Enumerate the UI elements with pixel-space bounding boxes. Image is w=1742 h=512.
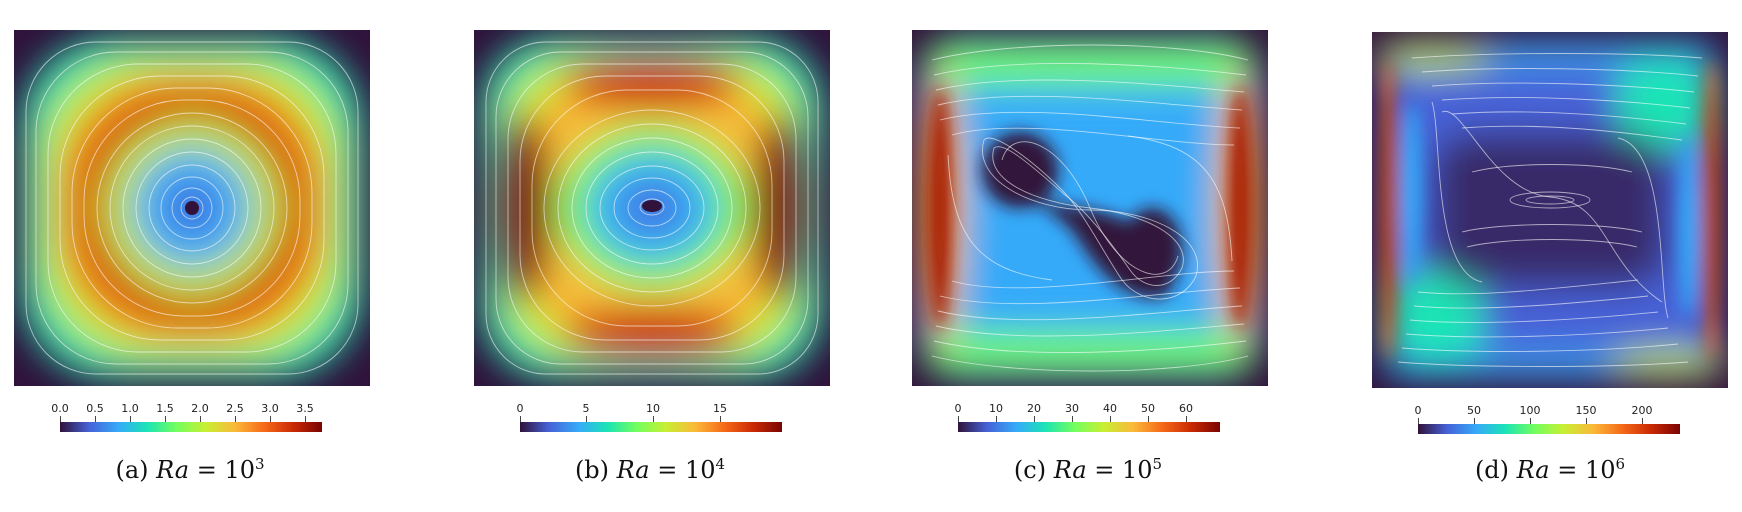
colorbar-tick-label: 50 <box>1141 402 1155 415</box>
caption-variable: Ra <box>1053 456 1087 484</box>
colorbar-tick-label: 15 <box>713 402 727 415</box>
caption-label: (d) <box>1474 456 1510 484</box>
caption-variable: Ra <box>616 456 650 484</box>
panel-a: 0.0 0.5 1.0 1.5 2.0 2.5 3.0 3.5 (a) Ra =… <box>0 0 430 512</box>
colorbar-tick-label: 200 <box>1631 404 1653 417</box>
colorbar-tick-label: 0 <box>1414 404 1422 417</box>
colorbar-tick-label: 2.5 <box>226 402 244 415</box>
colorbar-tick <box>200 416 201 422</box>
colorbar-tick-label: 10 <box>646 402 660 415</box>
caption-exponent: 6 <box>1615 455 1626 473</box>
caption-b: (b) Ra = 104 <box>575 456 725 484</box>
colorbar-tick-label: 1.5 <box>156 402 174 415</box>
colorbar-tick <box>95 416 96 422</box>
colorbar-tick <box>1110 416 1111 422</box>
colorbar-tick-label: 20 <box>1027 402 1041 415</box>
colorbar-gradient <box>1418 424 1680 434</box>
colorbar-tick <box>1034 416 1035 422</box>
colorbar-tick <box>270 416 271 422</box>
colorbar-c: 0 10 20 30 40 50 60 <box>954 400 1220 440</box>
colorbar-tick <box>1642 418 1643 424</box>
caption-exponent: 5 <box>1152 455 1163 473</box>
colorbar-tick-label: 3.0 <box>261 402 279 415</box>
colorbar-tick <box>958 416 959 422</box>
caption-equation: = 10 <box>189 456 255 484</box>
colorbar-tick <box>1186 416 1187 422</box>
colorbar-tick <box>586 416 587 422</box>
colorbar-tick <box>235 416 236 422</box>
colorbar-tick <box>1072 416 1073 422</box>
colorbar-tick <box>1530 418 1531 424</box>
panel-d: 0 50 100 150 200 (d) Ra = 106 <box>1338 0 1742 512</box>
colorbar-d: 0 50 100 150 200 <box>1414 400 1680 440</box>
colorbar-a: 0.0 0.5 1.0 1.5 2.0 2.5 3.0 3.5 <box>51 400 322 440</box>
colorbar-tick-label: 150 <box>1575 404 1597 417</box>
colorbar-tick <box>1148 416 1149 422</box>
caption-label: (b) <box>574 456 610 484</box>
colorbar-tick-label: 2.0 <box>191 402 209 415</box>
colorbar-tick-label: 5 <box>582 402 590 415</box>
colorbar-tick <box>520 416 521 422</box>
colorbar-tick-label: 0 <box>954 402 962 415</box>
caption-variable: Ra <box>1516 456 1550 484</box>
caption-c: (c) Ra = 105 <box>1014 456 1162 484</box>
colorbar-gradient <box>520 422 782 432</box>
contour-plot-b <box>474 30 830 386</box>
colorbar-gradient <box>60 422 322 432</box>
colorbar-tick-label: 0.0 <box>51 402 69 415</box>
colorbar-tick-label: 3.5 <box>296 402 314 415</box>
colorbar-tick-label: 40 <box>1103 402 1117 415</box>
contour-plot-a <box>14 30 370 386</box>
colorbar-tick-label: 60 <box>1179 402 1193 415</box>
contour-plot-c <box>912 30 1268 386</box>
caption-label: (a) <box>115 456 149 484</box>
colorbar-tick <box>60 416 61 422</box>
caption-d: (d) Ra = 106 <box>1475 456 1625 484</box>
colorbar-tick-label: 100 <box>1519 404 1541 417</box>
colorbar-tick <box>130 416 131 422</box>
colorbar-tick <box>720 416 721 422</box>
caption-equation: = 10 <box>649 456 716 484</box>
colorbar-tick <box>305 416 306 422</box>
colorbar-tick-label: 10 <box>989 402 1003 415</box>
colorbar-tick <box>1418 418 1419 424</box>
colorbar-tick-label: 50 <box>1467 404 1481 417</box>
caption-a: (a) Ra = 103 <box>115 456 264 484</box>
colorbar-tick <box>1586 418 1587 424</box>
caption-exponent: 4 <box>715 455 726 473</box>
colorbar-tick <box>653 416 654 422</box>
colorbar-tick <box>1474 418 1475 424</box>
colorbar-tick-label: 0 <box>516 402 524 415</box>
colorbar-tick-label: 30 <box>1065 402 1079 415</box>
colorbar-tick-label: 0.5 <box>86 402 104 415</box>
caption-exponent: 3 <box>254 455 265 473</box>
colorbar-gradient <box>958 422 1220 432</box>
colorbar-tick <box>165 416 166 422</box>
panel-c: 0 10 20 30 40 50 60 (c) Ra = 105 <box>898 0 1328 512</box>
caption-equation: = 10 <box>1549 456 1616 484</box>
colorbar-tick <box>996 416 997 422</box>
contour-plot-d <box>1372 32 1728 388</box>
colorbar-tick-label: 1.0 <box>121 402 139 415</box>
caption-label: (c) <box>1013 456 1047 484</box>
colorbar-b: 0 5 10 15 <box>516 400 782 440</box>
panel-b: 0 5 10 15 (b) Ra = 104 <box>460 0 890 512</box>
caption-variable: Ra <box>156 456 190 484</box>
caption-equation: = 10 <box>1086 456 1153 484</box>
